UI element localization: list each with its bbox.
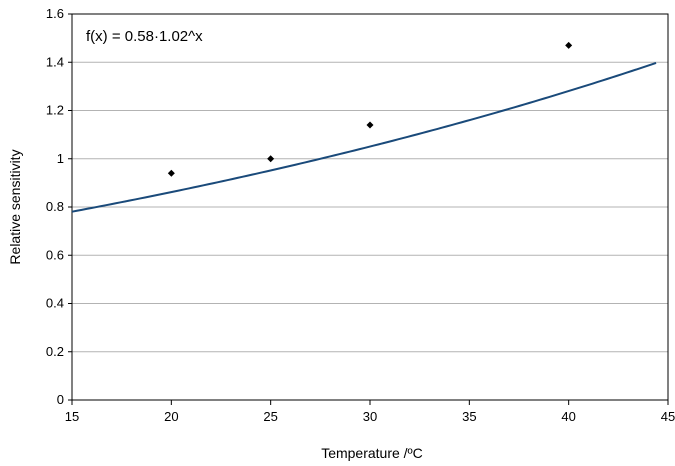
y-tick-label: 0.6 [46,247,64,262]
fit-curve [71,61,657,213]
y-tick-label: 1.6 [46,6,64,21]
x-tick-label: 20 [164,409,178,424]
y-tick-label: 0 [57,392,64,407]
data-points [167,41,573,177]
y-tick-label: 1.4 [46,54,64,69]
x-tick-label: 25 [263,409,277,424]
data-point [565,41,573,49]
y-tick-label: 0.4 [46,296,64,311]
data-point [267,155,275,163]
data-point [366,121,374,129]
x-axis-ticks: 15 20 25 30 35 40 45 [65,400,675,424]
x-tick-label: 15 [65,409,79,424]
y-tick-label: 0.8 [46,199,64,214]
y-tick-label: 1.2 [46,103,64,118]
x-tick-label: 35 [462,409,476,424]
y-tick-label: 1 [57,151,64,166]
y-axis-title: Relative sensitivity [7,149,23,264]
y-tick-label: 0.2 [46,344,64,359]
x-tick-label: 45 [661,409,675,424]
x-tick-label: 30 [363,409,377,424]
y-axis-ticks: 0 0.2 0.4 0.6 0.8 1 1.2 1.4 1.6 [46,6,72,407]
data-point [167,169,175,177]
grid-lines [72,13,668,401]
fit-equation-label: f(x) = 0.58·1.02^x [86,28,203,45]
x-tick-label: 40 [561,409,575,424]
x-axis-title: Temperature /ºC [321,445,423,461]
